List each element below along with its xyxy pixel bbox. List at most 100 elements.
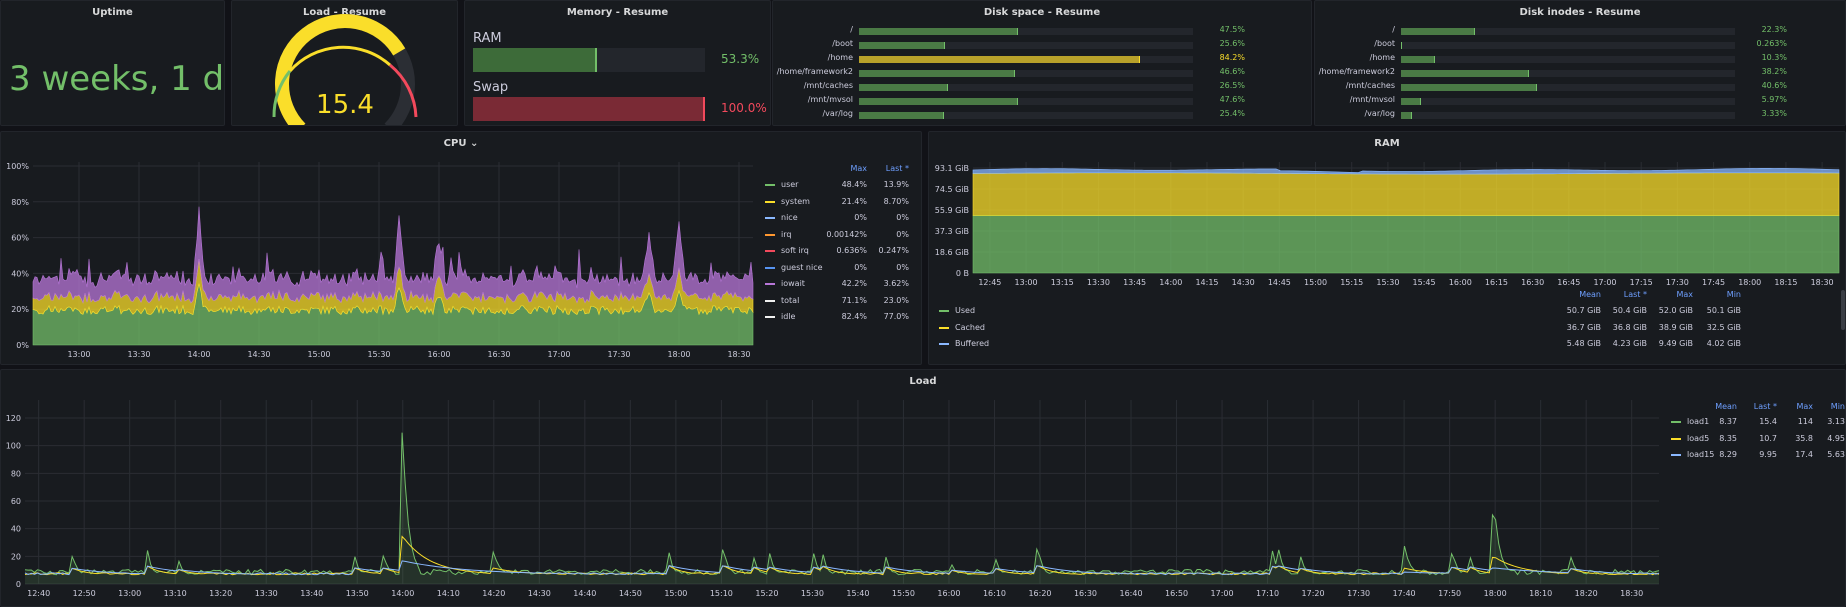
load-legend-header[interactable]: Max xyxy=(1796,402,1813,411)
ram-legend-item[interactable]: Cached 36.7 GiB 36.8 GiB 38.9 GiB 32.5 GiB xyxy=(939,323,1839,335)
ram-legend-header[interactable]: Min xyxy=(1726,290,1741,299)
disk-inodes-row-bar xyxy=(1401,112,1735,119)
cpu-legend-header-max[interactable]: Max xyxy=(850,164,867,173)
cpu-legend-last: 3.62% xyxy=(883,279,909,288)
ram-area-used xyxy=(972,215,1840,274)
ram-panel: RAM 0 B 18.6 GiB 37.3 GiB 55.9 GiB 74.5 GiB 9… xyxy=(928,131,1846,365)
uptime-value: 3 weeks, 1 day xyxy=(9,59,225,99)
cpu-legend-name: guest nice xyxy=(781,262,823,272)
cpu-legend-item[interactable]: iowait 42.2% 3.62% xyxy=(765,279,915,291)
ram-x-tick: 16:30 xyxy=(1521,278,1544,287)
disk-inodes-row-pct: 40.6% xyxy=(1761,81,1787,90)
ram-legend-header[interactable]: Last * xyxy=(1623,290,1647,299)
cpu-x-tick: 16:30 xyxy=(487,350,510,359)
disk-inodes-row-bar-fill xyxy=(1401,56,1436,63)
load-legend-header[interactable]: Min xyxy=(1830,402,1845,411)
disk-inodes-row-bar xyxy=(1401,42,1735,49)
load-x-tick: 15:30 xyxy=(801,589,824,598)
load-x-tick: 13:30 xyxy=(255,589,278,598)
load-x-tick: 12:50 xyxy=(73,589,96,598)
disk-space-row: /home/framework2 46.6% xyxy=(773,67,1311,80)
disk-space-row: /var/log 25.4% xyxy=(773,109,1311,122)
ram-x-tick: 13:00 xyxy=(1015,278,1038,287)
cpu-legend-name: iowait xyxy=(781,279,805,288)
ram-legend-header[interactable]: Mean xyxy=(1579,290,1601,299)
cpu-legend-item[interactable]: user 48.4% 13.9% xyxy=(765,180,915,192)
ram-x-tick: 17:30 xyxy=(1666,278,1689,287)
disk-inodes-row-bar-fill xyxy=(1401,70,1529,77)
load-legend-header[interactable]: Mean xyxy=(1715,402,1737,411)
disk-inodes-row-pct: 3.33% xyxy=(1761,109,1787,118)
load-x-tick: 18:20 xyxy=(1575,589,1598,598)
cpu-legend-name: nice xyxy=(781,213,798,222)
disk-inodes-row: /home 10.3% xyxy=(1315,53,1845,66)
ram-legend-swatch xyxy=(939,326,949,329)
cpu-legend-last: 13.9% xyxy=(883,180,909,189)
ram-chart: 0 B 18.6 GiB 37.3 GiB 55.9 GiB 74.5 GiB 93.1 … xyxy=(935,162,1845,330)
uptime-panel: Uptime 3 weeks, 1 day xyxy=(0,0,225,126)
load-x-tick: 17:10 xyxy=(1256,589,1279,598)
load-legend-item[interactable]: load15 8.29 9.95 17.4 5.63 xyxy=(1671,450,1845,462)
ram-x-tick: 14:00 xyxy=(1159,278,1182,287)
disk-space-row-name: /home/framework2 xyxy=(776,67,853,76)
cpu-legend-item[interactable]: soft irq 0.636% 0.247% xyxy=(765,246,915,258)
cpu-legend-item[interactable]: guest nice 0% 0% xyxy=(765,263,915,275)
load-x-tick: 16:00 xyxy=(937,589,960,598)
load-legend-name: load5 xyxy=(1687,433,1710,443)
gauge-value: 15.4 xyxy=(316,90,374,120)
gauge-threshold-green xyxy=(272,70,292,118)
disk-inodes-row-bar-fill xyxy=(1401,84,1537,91)
ram-legend-header[interactable]: Max xyxy=(1676,290,1693,299)
disk-inodes-row-name: /mnt/caches xyxy=(1345,81,1395,90)
load-x-tick: 13:00 xyxy=(118,589,141,598)
load-panel: Load 0 20 40 60 80 100 120 12:40 12:50 13:00 13:10… xyxy=(0,369,1846,607)
load-legend-item[interactable]: load5 8.35 10.7 35.8 4.95 xyxy=(1671,433,1845,446)
disk-space-row-bar xyxy=(859,28,1193,35)
load-legend-item[interactable]: load1 8.37 15.4 114 3.13 xyxy=(1671,417,1845,429)
cpu-legend-swatch xyxy=(765,233,775,236)
load-x-tick: 17:00 xyxy=(1211,589,1234,598)
load-legend-value: 8.35 xyxy=(1719,433,1737,443)
ram-x-tick: 17:15 xyxy=(1630,278,1653,287)
load-legend-header[interactable]: Last * xyxy=(1753,402,1777,411)
cpu-x-tick: 18:30 xyxy=(727,350,750,359)
disk-space-row-bar xyxy=(859,112,1193,119)
load-x-tick: 17:20 xyxy=(1302,589,1325,598)
cpu-legend-item[interactable]: total 71.1% 23.0% xyxy=(765,296,915,308)
load-x-tick: 16:50 xyxy=(1165,589,1188,598)
cpu-legend-item[interactable]: irq 0.00142% 0% xyxy=(765,230,915,242)
ram-x-tick: 16:15 xyxy=(1485,278,1508,287)
cpu-title[interactable]: CPU ⌄ xyxy=(1,138,921,149)
cpu-legend-item[interactable]: nice 0% 0% xyxy=(765,213,915,225)
disk-inodes-row-bar-fill xyxy=(1401,42,1402,49)
cpu-y-tick: 80% xyxy=(11,198,29,207)
load-legend-value: 8.37 xyxy=(1719,417,1737,426)
load-y-tick: 40 xyxy=(11,525,21,534)
disk-inodes-row-bar xyxy=(1401,84,1735,91)
disk-space-row-name: /home xyxy=(827,53,853,62)
load-x-tick: 13:50 xyxy=(346,589,369,598)
load-legend-name: load1 xyxy=(1687,417,1710,426)
ram-legend-item[interactable]: Buffered 5.48 GiB 4.23 GiB 9.49 GiB 4.02 GiB xyxy=(939,339,1839,351)
disk-inodes-row: /mnt/mvsol 5.97% xyxy=(1315,95,1845,108)
load-gauge: 15.4 xyxy=(272,14,418,125)
disk-inodes-row-bar xyxy=(1401,56,1735,63)
load-x-tick: 14:40 xyxy=(573,589,596,598)
cpu-legend-item[interactable]: system 21.4% 8.70% xyxy=(765,197,915,209)
cpu-title-menu-icon[interactable]: ⌄ xyxy=(469,138,479,149)
cpu-legend-swatch xyxy=(765,316,775,318)
disk-space-row: /mnt/caches 26.5% xyxy=(773,81,1311,94)
disk-inodes-row-pct: 10.3% xyxy=(1761,53,1787,62)
load-legend-value: 3.13 xyxy=(1827,417,1845,426)
load-legend-value: 9.95 xyxy=(1759,450,1777,459)
load-y-tick: 0 xyxy=(16,580,21,589)
disk-inodes-row-name: /home/framework2 xyxy=(1318,67,1395,76)
cpu-legend-last: 0.247% xyxy=(878,246,909,255)
load-x-tick: 13:40 xyxy=(300,589,323,598)
cpu-legend-header-last[interactable]: Last * xyxy=(885,164,909,173)
cpu-x-tick: 13:00 xyxy=(67,350,90,359)
ram-legend-item[interactable]: Used 50.7 GiB 50.4 GiB 52.0 GiB 50.1 GiB xyxy=(939,306,1839,318)
cpu-legend-last: 23.0% xyxy=(883,295,909,305)
cpu-legend-item[interactable]: idle 82.4% 77.0% xyxy=(765,312,915,324)
load-x-tick: 16:20 xyxy=(1028,589,1051,598)
